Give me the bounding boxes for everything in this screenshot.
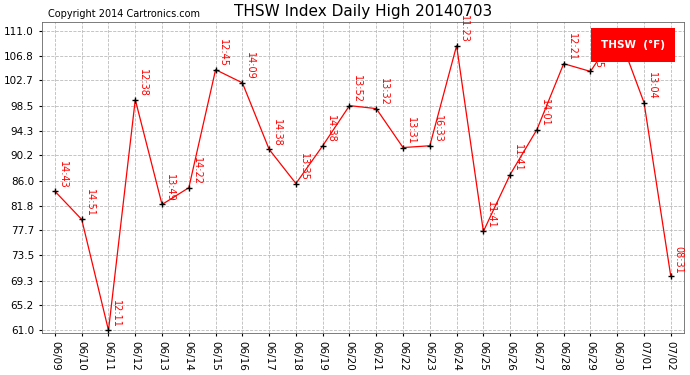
Text: 12:45: 12:45 [218, 39, 228, 67]
Text: 08:31: 08:31 [673, 246, 684, 274]
Title: THSW Index Daily High 20140703: THSW Index Daily High 20140703 [234, 4, 492, 19]
Text: 13:31: 13:31 [406, 117, 416, 145]
Text: 13:49: 13:49 [165, 174, 175, 202]
Text: 12:21: 12:21 [566, 33, 576, 61]
Text: 13:52: 13:52 [353, 75, 362, 103]
Text: 13:35: 13:35 [299, 153, 308, 181]
Text: 12:35: 12:35 [593, 40, 603, 69]
Text: 13:32: 13:32 [379, 78, 389, 106]
Text: Copyright 2014 Cartronics.com: Copyright 2014 Cartronics.com [48, 9, 200, 19]
Text: 14:01: 14:01 [540, 99, 550, 127]
Text: 14:38: 14:38 [326, 115, 335, 143]
Text: 11:23: 11:23 [460, 15, 469, 43]
Text: 13:04: 13:04 [647, 72, 657, 100]
Text: 12:11: 12:11 [111, 300, 121, 327]
Text: 12:38: 12:38 [138, 69, 148, 97]
Text: 16:33: 16:33 [433, 115, 442, 143]
Text: 14:09: 14:09 [245, 53, 255, 80]
Text: 14:43: 14:43 [58, 161, 68, 189]
Text: 14:22: 14:22 [192, 157, 201, 185]
Text: 14:38: 14:38 [272, 119, 282, 147]
Text: 11:41: 11:41 [486, 201, 496, 229]
Text: 11:41: 11:41 [513, 144, 523, 172]
Text: 14:51: 14:51 [84, 189, 95, 217]
